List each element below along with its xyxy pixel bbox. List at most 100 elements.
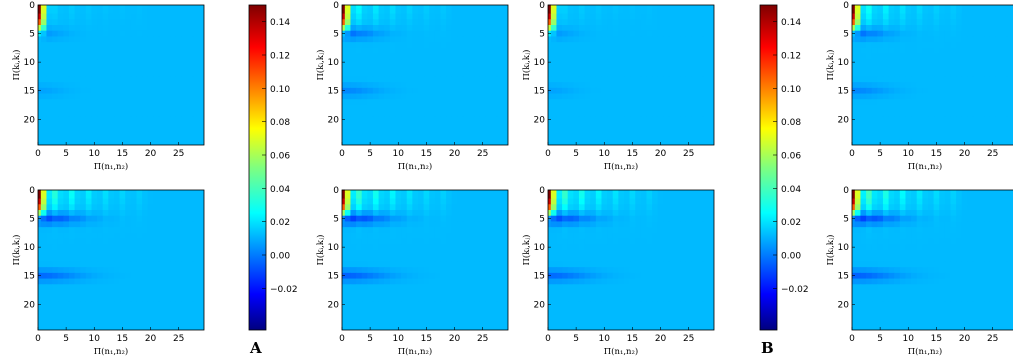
heatmap-cell bbox=[372, 227, 380, 234]
heatmap-cell bbox=[384, 19, 391, 26]
heatmap-cell bbox=[607, 210, 614, 217]
heatmap-cell bbox=[451, 7, 458, 15]
heatmap-cell bbox=[406, 36, 413, 43]
heatmap-cell bbox=[46, 127, 53, 135]
heatmap-cell bbox=[894, 47, 901, 55]
heatmap-cell bbox=[74, 272, 81, 280]
heatmap-cell bbox=[119, 278, 126, 285]
heatmap-cell bbox=[607, 36, 614, 43]
heatmap-cell bbox=[412, 65, 419, 72]
heatmap-cell bbox=[119, 238, 126, 245]
heatmap-cell bbox=[342, 192, 346, 200]
heatmap-cell bbox=[989, 5, 997, 9]
heatmap-cell bbox=[595, 99, 603, 106]
heatmap-cell bbox=[434, 5, 442, 9]
heatmap-cell bbox=[74, 53, 81, 60]
heatmap-cell bbox=[860, 139, 867, 145]
heatmap-cell bbox=[668, 19, 676, 26]
heatmap-cell bbox=[429, 232, 436, 240]
heatmap-cell bbox=[378, 301, 385, 308]
heatmap-cell bbox=[708, 232, 714, 240]
heatmap-cell bbox=[434, 36, 442, 43]
heatmap-cell bbox=[888, 30, 895, 38]
heatmap-cell bbox=[102, 250, 109, 257]
heatmap-cell bbox=[446, 5, 453, 9]
heatmap-cell bbox=[468, 13, 475, 20]
heatmap-cell bbox=[389, 30, 397, 38]
heatmap-cell bbox=[91, 127, 98, 135]
heatmap-cell bbox=[108, 307, 115, 314]
x-tick-label: 10 bbox=[89, 334, 101, 344]
heatmap-cell bbox=[52, 267, 59, 274]
heatmap-cell bbox=[108, 7, 115, 15]
x-tick-label: 25 bbox=[173, 334, 184, 344]
heatmap-cell bbox=[491, 116, 498, 123]
heatmap-cell bbox=[187, 312, 194, 320]
heatmap-cell bbox=[350, 139, 357, 145]
heatmap-cell bbox=[429, 36, 436, 43]
heatmap-cell bbox=[590, 244, 597, 251]
heatmap-cell bbox=[685, 232, 693, 240]
heatmap-cell bbox=[417, 19, 425, 26]
heatmap-cell bbox=[384, 190, 391, 194]
heatmap-cell bbox=[474, 139, 481, 145]
heatmap-cell bbox=[198, 244, 204, 251]
heatmap-cell bbox=[372, 127, 380, 135]
heatmap-cell bbox=[142, 227, 149, 234]
heatmap-cell bbox=[187, 65, 194, 72]
heatmap-cell bbox=[423, 250, 430, 257]
heatmap-cell bbox=[417, 7, 425, 15]
heatmap-cell bbox=[372, 30, 380, 38]
heatmap-cell bbox=[491, 133, 498, 140]
heatmap-cell bbox=[125, 93, 132, 100]
heatmap-cell bbox=[153, 278, 160, 285]
heatmap-cell bbox=[175, 278, 183, 285]
heatmap-cell bbox=[491, 127, 498, 135]
heatmap-cell bbox=[181, 238, 188, 245]
heatmap-cell bbox=[871, 133, 878, 140]
heatmap-cell bbox=[38, 312, 42, 320]
heatmap-cell bbox=[395, 244, 402, 251]
heatmap-cell bbox=[1006, 127, 1013, 135]
heatmap-cell bbox=[356, 198, 363, 205]
heatmap-cell bbox=[125, 25, 132, 32]
heatmap-cell bbox=[102, 5, 109, 9]
heatmap-cell bbox=[462, 250, 470, 257]
heatmap-cell bbox=[147, 227, 154, 234]
heatmap-cell bbox=[102, 232, 109, 240]
heatmap-cell bbox=[961, 25, 968, 32]
heatmap-cell bbox=[412, 70, 419, 78]
heatmap-cell bbox=[905, 110, 912, 118]
heatmap-cell bbox=[854, 25, 862, 32]
heatmap-cell bbox=[384, 30, 391, 38]
heatmap-cell bbox=[866, 122, 873, 129]
heatmap-cell bbox=[446, 221, 453, 228]
heatmap-cell bbox=[462, 76, 470, 83]
heatmap-cell bbox=[136, 295, 143, 303]
heatmap-cell bbox=[74, 13, 81, 20]
heatmap-cell bbox=[372, 238, 380, 245]
heatmap-cell bbox=[80, 82, 87, 89]
heatmap-cell bbox=[877, 36, 884, 43]
heatmap-cell bbox=[406, 30, 413, 38]
heatmap-cell bbox=[911, 30, 918, 38]
heatmap-cell bbox=[894, 5, 901, 9]
y-axis-label: Π(kᵢ,kⱼ) bbox=[521, 49, 532, 80]
heatmap-cell bbox=[119, 93, 126, 100]
heatmap-cell bbox=[85, 284, 93, 291]
heatmap-cell bbox=[680, 127, 687, 135]
heatmap-cell bbox=[485, 70, 492, 78]
heatmap-cell bbox=[567, 238, 574, 245]
heatmap-cell bbox=[607, 42, 614, 49]
heatmap-cell bbox=[85, 82, 93, 89]
heatmap-cell bbox=[423, 301, 430, 308]
heatmap-cell bbox=[866, 110, 873, 118]
heatmap-cell bbox=[350, 76, 357, 83]
heatmap-cell bbox=[697, 82, 704, 89]
heatmap-cell bbox=[457, 227, 464, 234]
heatmap-cell bbox=[457, 204, 464, 211]
heatmap-cell bbox=[888, 139, 895, 145]
heatmap-cell bbox=[378, 93, 385, 100]
heatmap-cell bbox=[113, 5, 121, 9]
heatmap-cell bbox=[618, 19, 625, 26]
